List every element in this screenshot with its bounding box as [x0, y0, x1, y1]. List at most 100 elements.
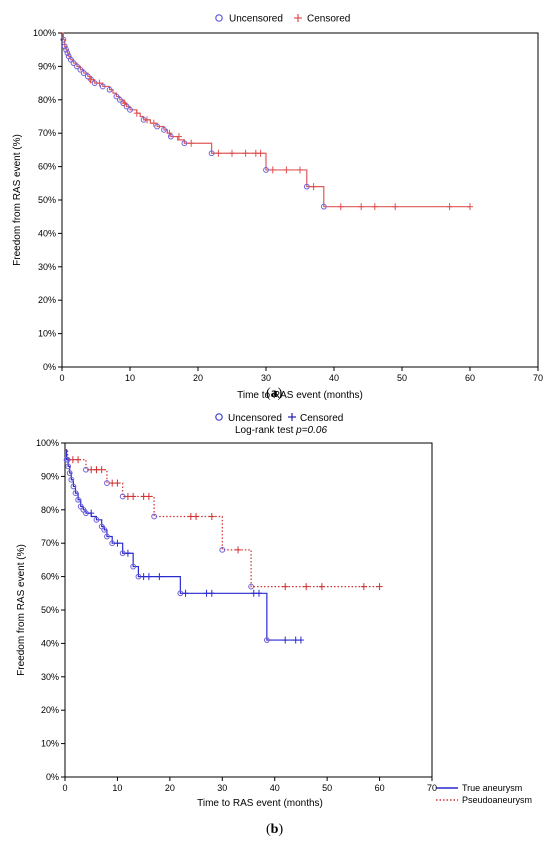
- panel-b-censored-point: [156, 573, 163, 581]
- panel-b-series-legend: True aneurysm Pseudoaneurysm: [436, 783, 532, 805]
- panel-b-censored-point: [250, 589, 257, 597]
- panel-b-uncensored-point: [75, 496, 82, 503]
- panel-b-censored-point: [208, 589, 215, 597]
- panel-b-censored-point: [235, 546, 242, 554]
- panel-a-uncensored-point: [106, 86, 113, 93]
- caption-a: (a): [266, 386, 283, 401]
- panel-a-censored-point: [144, 116, 150, 124]
- panel-a-censored-point: [242, 149, 249, 157]
- panel-b-censored-point: [282, 636, 289, 644]
- caption-b-letter: b: [270, 822, 279, 837]
- panel-a-y-tick-label: 20%: [38, 295, 56, 305]
- panel-b-censored-point: [93, 466, 100, 474]
- panel-a-uncensored-point: [154, 123, 161, 130]
- panel-a-uncensored-point: [167, 133, 174, 140]
- panel-b-x-tick-label: 60: [375, 783, 385, 793]
- panel-b-x-tick-label: 20: [165, 783, 175, 793]
- panel-b-censored-point: [140, 492, 147, 500]
- panel-b-censored-point: [124, 492, 131, 500]
- panel-a-x-tick-label: 60: [465, 373, 475, 383]
- panel-b-legend-censored-marker: [288, 413, 296, 421]
- panel-b-censored-point: [69, 456, 76, 464]
- panel-a-censored-point: [310, 183, 317, 191]
- panel-a-x-tick-label: 10: [125, 373, 135, 383]
- panel-b-uncensored-point: [263, 637, 270, 643]
- panel-a-y-tick-label: 90%: [38, 61, 56, 71]
- panel-b-censored-point: [282, 583, 289, 591]
- panel-b-chart: Uncensored Censored Log-rank test p=0.06…: [16, 413, 532, 809]
- panel-a-x-tick-label: 0: [59, 373, 64, 383]
- panel-a-legend-uncensored-label: Uncensored: [229, 14, 283, 25]
- panel-b-uncensored-point: [248, 583, 255, 590]
- panel-b-censored-point: [88, 466, 95, 474]
- panel-a-uncensored-point: [303, 183, 310, 190]
- panel-a-uncensored-point: [263, 167, 269, 173]
- panel-b-y-tick-label: 20%: [41, 705, 59, 715]
- panel-b-censored-point: [145, 573, 152, 581]
- panel-a-legend-censored-label: Censored: [307, 14, 350, 25]
- panel-a-censored-point: [283, 166, 290, 174]
- panel-a-series-0-line: [62, 32, 470, 208]
- panel-b-legend-pseudoaneurysm-label: Pseudoaneurysm: [462, 795, 532, 805]
- panel-b-annotation: Log-rank test p=0.06: [235, 425, 327, 436]
- panel-a-uncensored-point: [113, 93, 120, 100]
- panel-b-censored-point: [208, 512, 215, 520]
- panel-b-censored-point: [360, 583, 367, 591]
- panel-a-uncensored-point: [116, 96, 123, 103]
- panel-b-y-axis-label: Freedom from RAS event (%): [16, 544, 27, 676]
- panel-a-censored-point: [446, 203, 453, 211]
- panel-a-censored-point: [133, 109, 140, 117]
- panel-a-y-tick-label: 40%: [38, 228, 56, 238]
- panel-b-censored-point: [182, 589, 189, 597]
- panel-b-uncensored-point: [151, 513, 158, 520]
- panel-a-censored-point: [87, 76, 94, 84]
- panel-a-uncensored-point: [80, 70, 87, 76]
- panel-a-x-tick-label: 70: [533, 373, 543, 383]
- panel-a-y-tick-label: 10%: [38, 329, 56, 339]
- panel-a-censored-point: [215, 149, 222, 157]
- panel-b-censored-point: [193, 512, 200, 520]
- panel-b-uncensored-point: [72, 490, 79, 497]
- panel-a-uncensored-point: [320, 203, 327, 210]
- panel-b-censored-point: [124, 549, 131, 557]
- panel-b-y-tick-label: 60%: [41, 572, 59, 582]
- panel-b-uncensored-point: [93, 516, 100, 523]
- panel-b-uncensored-point: [130, 563, 137, 570]
- panel-b-censored-point: [130, 492, 137, 500]
- panel-a-x-tick-label: 40: [329, 373, 339, 383]
- panel-b-censored-point: [98, 466, 105, 474]
- panel-a-y-tick-label: 70%: [38, 128, 56, 138]
- panel-a-y-tick-label: 80%: [38, 95, 56, 105]
- panel-b-y-tick-label: 0%: [46, 772, 59, 782]
- panel-a-uncensored-point: [60, 36, 67, 43]
- panel-b-y-tick-label: 50%: [41, 605, 59, 615]
- panel-a-x-tick-label: 50: [397, 373, 407, 383]
- panel-b-censored-point: [75, 456, 82, 464]
- panel-a-censored-point: [392, 203, 399, 211]
- panel-a-censored-point: [229, 149, 235, 157]
- panel-b-annotation-prefix: Log-rank test: [235, 425, 296, 436]
- panel-b-y-tick-label: 70%: [41, 538, 59, 548]
- panel-b-uncensored-point: [219, 546, 226, 553]
- panel-b-y-tick-label: 30%: [41, 672, 59, 682]
- panel-b-uncensored-point: [101, 526, 108, 533]
- panel-b-legend: Uncensored Censored: [215, 413, 343, 424]
- panel-b-censored-point: [203, 589, 210, 597]
- panel-a-legend: Uncensored Censored: [215, 14, 350, 25]
- panel-b-uncensored-point: [104, 533, 110, 540]
- panel-b-y-tick-label: 80%: [41, 505, 59, 515]
- panel-a-y-tick-label: 60%: [38, 162, 56, 172]
- panel-a-censored-point: [175, 133, 182, 141]
- panel-b-legend-uncensored-marker: [215, 413, 223, 421]
- panel-b-x-tick-label: 70: [427, 783, 437, 793]
- caption-a-letter: a: [270, 386, 278, 401]
- panel-a-y-tick-label: 100%: [33, 28, 56, 38]
- panel-b-x-axis-label: Time to RAS event (months): [197, 798, 323, 809]
- panel-b-x-tick-label: 10: [112, 783, 122, 793]
- panel-b-series-1-line: [65, 449, 380, 588]
- panel-b-series-0-line: [65, 449, 301, 641]
- panel-a-censored-point: [269, 166, 276, 174]
- panel-b-annotation-p: p=0.06: [295, 425, 327, 436]
- panel-b-x-tick-label: 40: [270, 783, 280, 793]
- panel-b-censored-point: [292, 636, 299, 644]
